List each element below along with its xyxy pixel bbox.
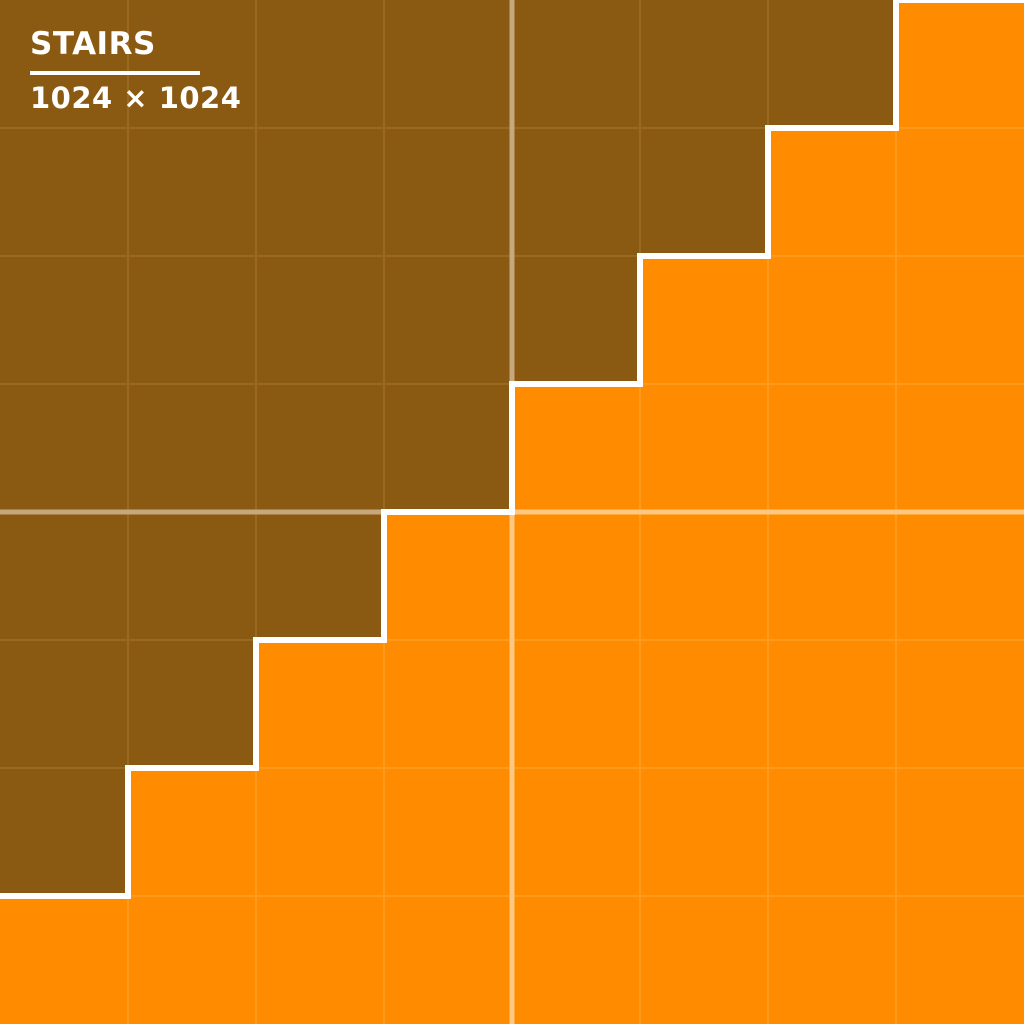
stair-outline [0, 0, 1024, 899]
